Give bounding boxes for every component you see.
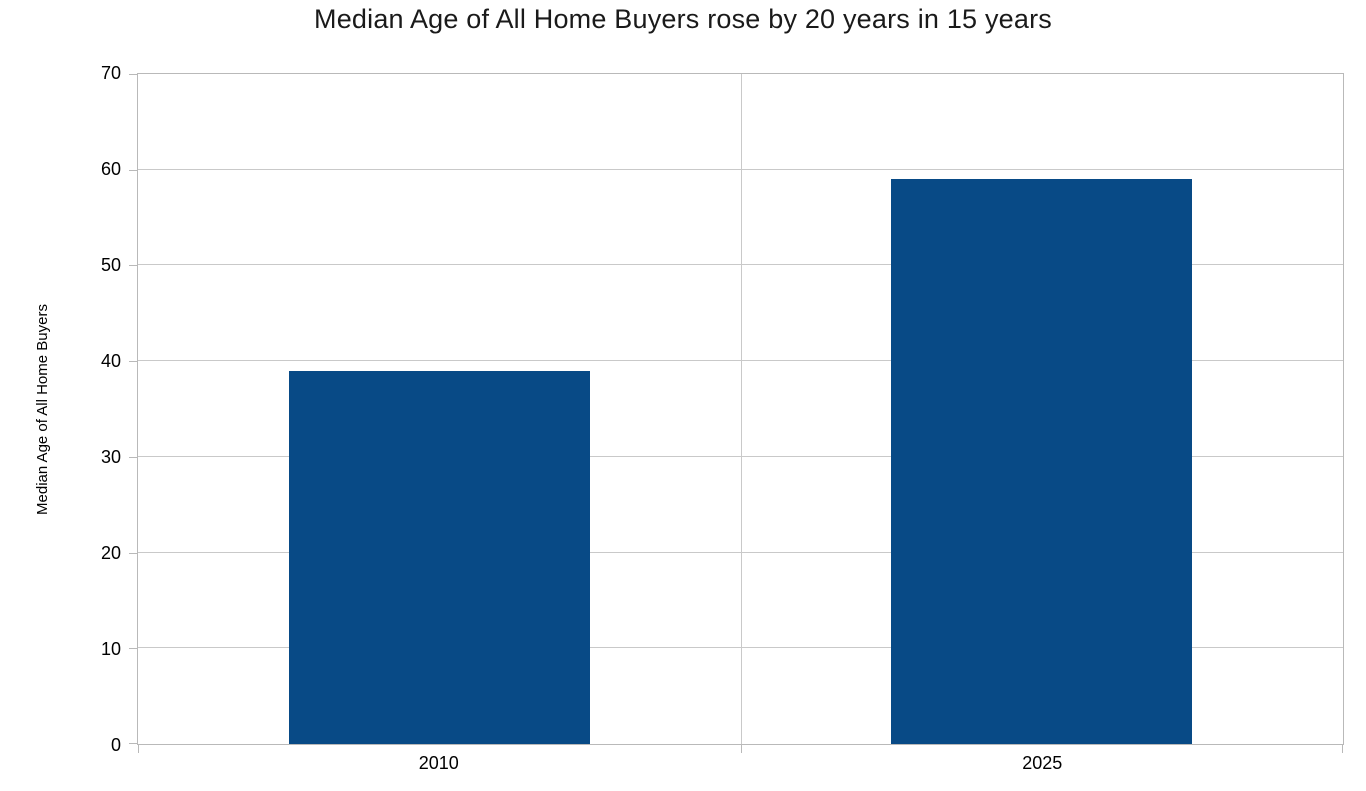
y-tick-label: 70 xyxy=(100,63,121,83)
y-axis-tick xyxy=(129,648,138,650)
y-tick-label: 50 xyxy=(100,255,121,275)
y-axis-tick xyxy=(129,743,138,744)
chart-title: Median Age of All Home Buyers rose by 20… xyxy=(314,4,1052,34)
y-tick-label: 40 xyxy=(100,351,121,372)
plot-area xyxy=(129,73,1344,753)
y-tick-label: 30 xyxy=(100,447,121,467)
bar-2010 xyxy=(288,370,590,744)
v-gridline xyxy=(740,74,742,744)
y-axis-tick xyxy=(129,456,138,458)
x-category-label: 2025 xyxy=(1022,753,1063,773)
y-tick-label: 20 xyxy=(100,543,121,564)
y-tick-label: 0 xyxy=(110,735,121,755)
y-axis-tick xyxy=(129,74,138,75)
x-category-label: 2010 xyxy=(418,753,459,773)
x-axis-tick xyxy=(138,744,139,753)
x-axis-tick xyxy=(740,744,742,753)
x-category-labels: 2010 2025 xyxy=(137,753,1344,779)
y-tick-label: 10 xyxy=(100,639,121,660)
y-tick-label: 60 xyxy=(100,159,121,179)
y-tick-labels: 0 10 20 30 40 50 60 70 xyxy=(0,63,121,755)
x-axis-tick xyxy=(1342,744,1343,753)
bar-2025 xyxy=(891,179,1193,744)
y-axis-tick xyxy=(129,169,138,171)
y-axis-tick xyxy=(129,361,138,363)
y-axis-tick xyxy=(129,552,138,554)
y-axis-tick xyxy=(129,265,138,267)
